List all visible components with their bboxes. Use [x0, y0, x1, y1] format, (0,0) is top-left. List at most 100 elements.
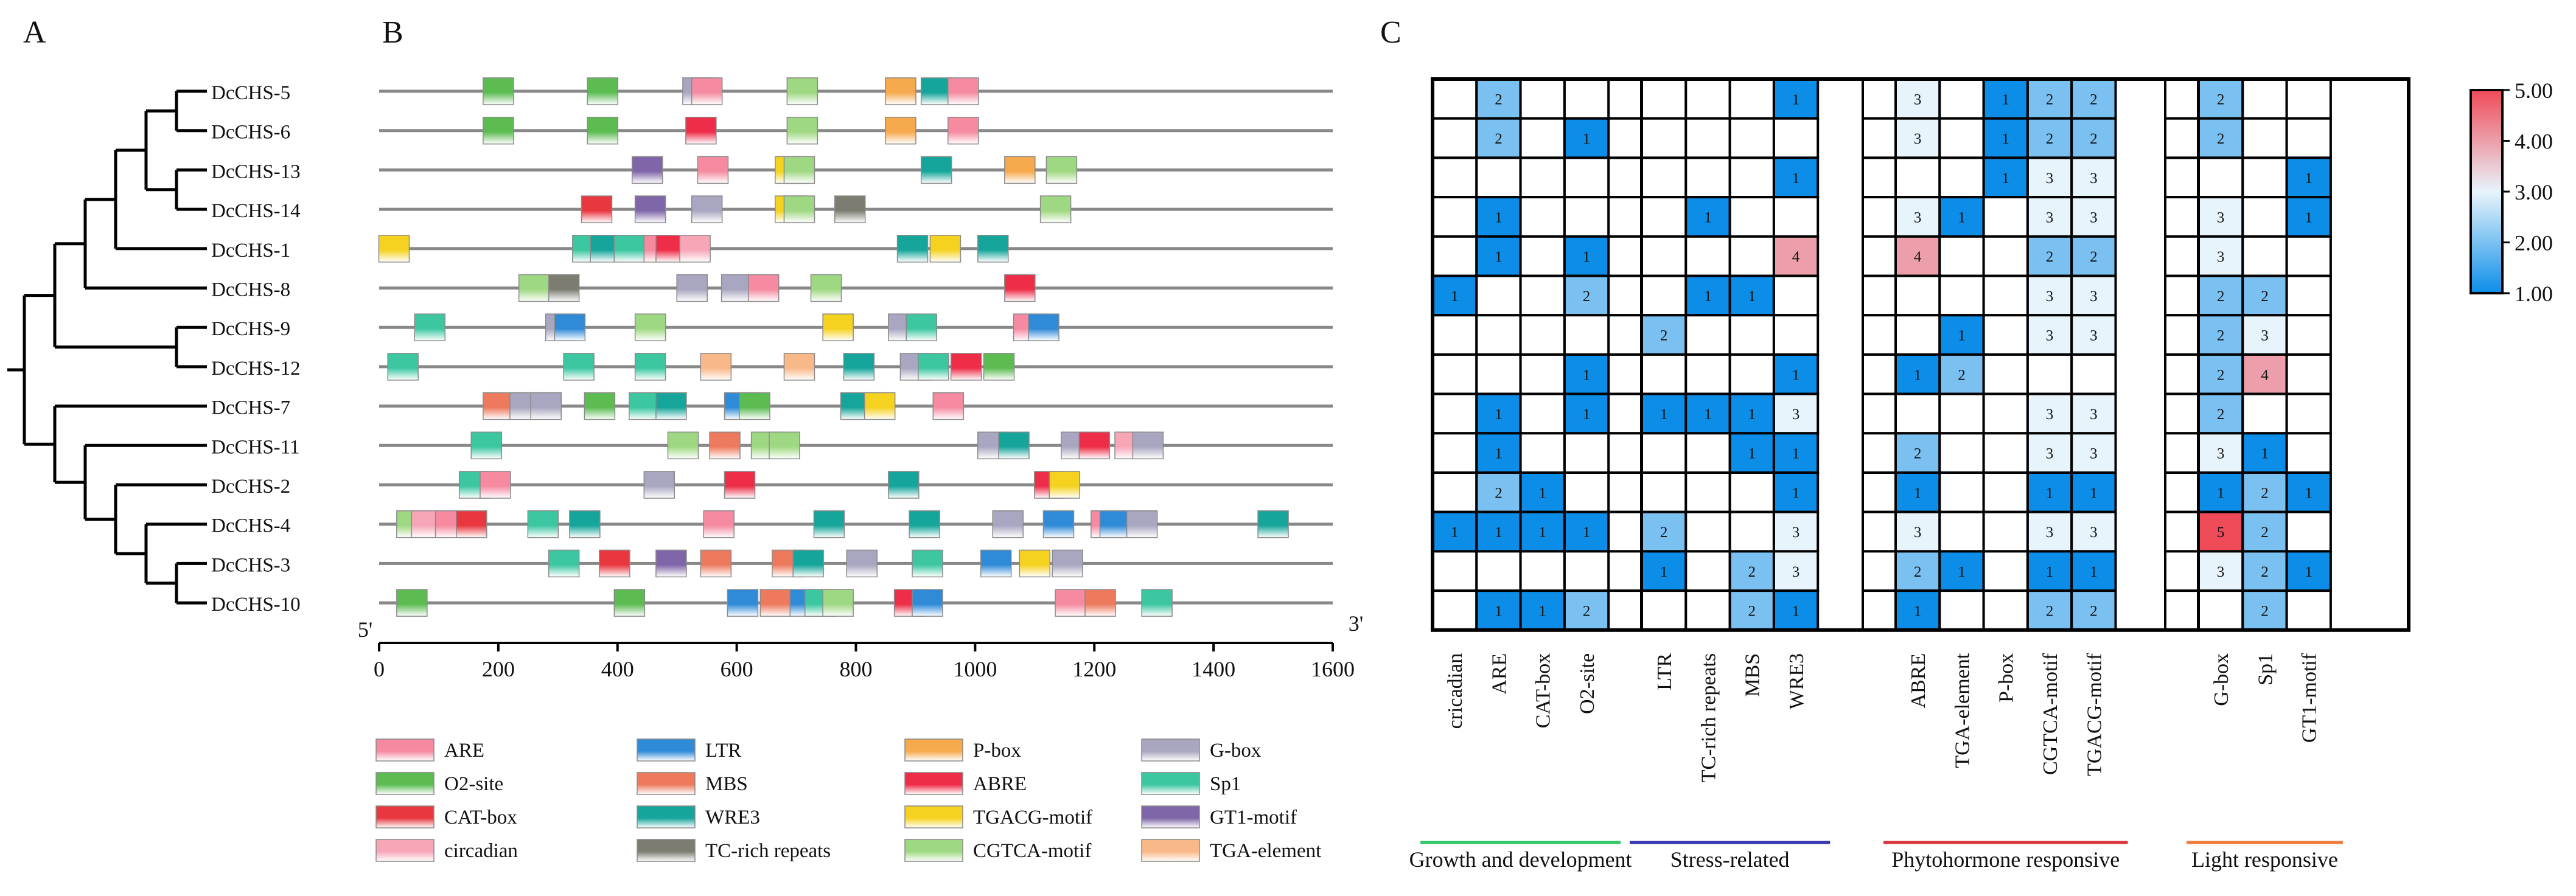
motif-box-wre3 [813, 510, 845, 538]
axis-tick-label: 1400 [1192, 657, 1235, 681]
motif-box-tga-element [783, 353, 815, 381]
motif-box-tgacg-motif [1049, 471, 1081, 499]
heatmap-cell [1563, 78, 1610, 120]
motif-box-are [948, 116, 979, 145]
heatmap-cell [2241, 392, 2288, 435]
heatmap-cell [1684, 471, 1731, 513]
motif-box-are [697, 156, 729, 184]
heatmap-cell [1519, 353, 1566, 395]
panel-label-a: A [23, 15, 46, 50]
motif-box-tc-rich-repeats [548, 274, 580, 302]
axis-tick-label: 1000 [953, 657, 997, 681]
heatmap-cell [1519, 392, 1566, 435]
motif-box-p-box [885, 77, 916, 105]
promoter-axis: 0 200 400 600 800 1000 1200 1400 1600 5' 3' [358, 611, 1364, 681]
heatmap-cell-value: 3 [1914, 209, 1922, 226]
heatmap-cell-value: 1 [1958, 328, 1966, 344]
heatmap-cell-value: 1 [2002, 131, 2010, 147]
motif-box-wre3 [920, 156, 952, 184]
heatmap-column-label: Sp1 [2254, 653, 2277, 686]
gene-label: DcCHS-11 [211, 436, 299, 458]
heatmap-cell-value: 3 [2046, 446, 2054, 462]
heatmap-cell [2026, 510, 2073, 553]
heatmap-cell-value: 2 [1914, 564, 1922, 580]
motif-box-ltr [1099, 510, 1131, 538]
heatmap-cell-value: 1 [1792, 91, 1800, 108]
heatmap-cell-value: 1 [1914, 367, 1922, 383]
motif-box-o2-site [483, 116, 514, 145]
motif-box-sp1 [527, 510, 559, 538]
legend-label: CAT-box [444, 807, 517, 828]
heatmap-cell [1982, 235, 2029, 277]
heatmap-gap-cell [2164, 156, 2199, 199]
heatmap-gap-cell [1607, 78, 1642, 120]
heatmap-cell [1431, 156, 1478, 199]
heatmap-cell [1519, 589, 1566, 631]
heatmap-cell [1519, 117, 1566, 159]
legend-swatch [904, 839, 963, 862]
heatmap-cell-value: 1 [1704, 288, 1712, 305]
legend-swatch [904, 772, 963, 795]
motif-box-g-box [992, 510, 1024, 538]
heatmap-column-label: GT1-motif [2299, 653, 2321, 743]
legend-label: TC-rich repeats [705, 840, 831, 862]
motif-box-tgacg-motif [929, 235, 962, 263]
heatmap-cell-value: 2 [2217, 367, 2225, 383]
heatmap-column-label: CGTCA-motif [2039, 653, 2062, 775]
legend-label: ARE [444, 740, 484, 762]
heatmap-cell [1938, 274, 1985, 317]
heatmap-cell-value: 3 [2090, 288, 2098, 305]
colorbar-tick-label: 4.00 [2515, 130, 2553, 154]
heatmap-cell-value: 2 [1495, 485, 1503, 501]
motif-box-mbs [759, 589, 792, 617]
heatmap-cell-value: 2 [2046, 249, 2054, 265]
motif-box-are [747, 274, 780, 302]
heatmap-cell-value: 2 [1495, 131, 1503, 147]
heatmap-cell-value: 3 [1792, 524, 1800, 541]
motif-box-mbs [1084, 589, 1116, 617]
heatmap-gap-cell [2164, 392, 2199, 435]
heatmap-cell-value: 3 [2090, 328, 2098, 344]
legend-swatch [904, 738, 963, 762]
heatmap-cell [1684, 510, 1731, 553]
heatmap-column-label: G-box [2210, 653, 2233, 706]
heatmap-cell [1475, 235, 1522, 277]
motif-box-tgacg-motif [822, 313, 854, 341]
heatmap-cell [1519, 432, 1566, 474]
heatmap-cell [1431, 510, 1478, 553]
motif-box-o2-site [983, 353, 1015, 381]
heatmap-cell [1938, 156, 1985, 199]
heatmap-cell-value: 3 [2217, 249, 2225, 265]
motif-box-abre [685, 116, 717, 145]
heatmap-cell-value: 1 [1748, 446, 1756, 462]
heatmap-cell [1982, 353, 2029, 395]
axis-tick-label: 0 [374, 657, 385, 681]
heatmap-cell-value: 3 [2046, 288, 2054, 305]
motif-box-cgtca-motif [810, 274, 842, 302]
motif-box-sp1 [906, 313, 937, 341]
motif-box-sp1 [414, 313, 445, 341]
heatmap-gap-cell [1862, 589, 1897, 631]
heatmap-cell [1728, 353, 1775, 395]
heatmap-cell [1728, 78, 1775, 120]
heatmap-cell [1684, 314, 1731, 356]
motif-box-are [480, 471, 511, 499]
heatmap-cell [1728, 392, 1775, 435]
heatmap-cell [2197, 392, 2244, 435]
heatmap-cell [1938, 589, 1985, 631]
heatmap-cell [1938, 78, 1985, 120]
heatmap-gap-cell [1607, 235, 1642, 277]
heatmap-gap-cell [2164, 353, 2199, 395]
gene-label: DcCHS-5 [211, 82, 290, 104]
motif-box-g-box [1052, 549, 1083, 578]
legend-swatch [1141, 772, 1200, 795]
heatmap-cell [1772, 117, 1820, 159]
heatmap-cell-value: 2 [2217, 288, 2225, 305]
heatmap-cell [2285, 117, 2332, 159]
motif-box-sp1 [1141, 589, 1173, 617]
heatmap-cell [1938, 235, 1985, 277]
gene-label: DcCHS-10 [211, 594, 301, 616]
heatmap-column-label: LTR [1653, 653, 1676, 690]
heatmap-cell-value: 2 [1583, 288, 1591, 305]
motif-box-tga-element [700, 353, 732, 381]
